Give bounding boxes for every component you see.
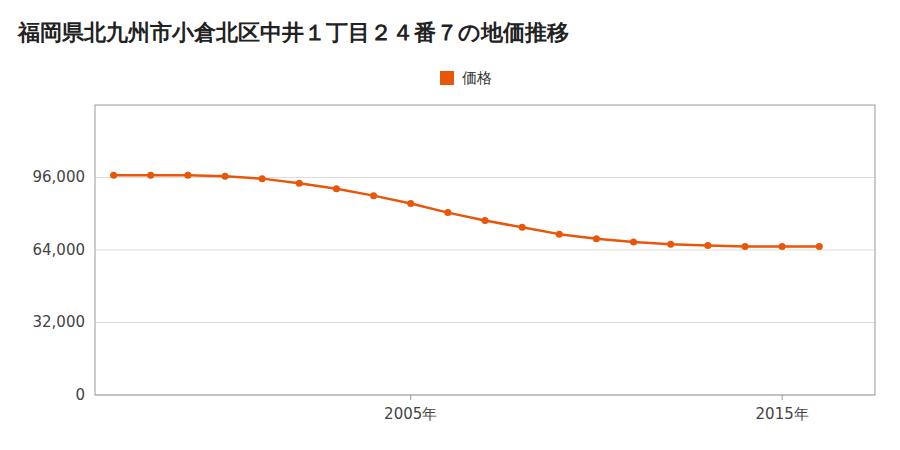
point: [482, 217, 489, 224]
point: [259, 175, 266, 182]
point: [519, 224, 526, 231]
y-tick-label: 96,000: [33, 168, 86, 186]
point: [630, 239, 637, 246]
legend-swatch: [440, 71, 454, 85]
point: [704, 242, 711, 249]
grid-line: [95, 322, 875, 323]
chart: 福岡県北九州市小倉北区中井１丁目２４番７の地価推移 0 32,000 64,000 96…: [0, 0, 900, 450]
x-tick: [410, 395, 411, 400]
point: [444, 209, 451, 216]
legend-label: 価格: [462, 69, 492, 87]
point: [593, 235, 600, 242]
x-tick-label: 2015年: [756, 405, 809, 423]
plot-frame: [95, 105, 875, 395]
y-tick-label: 32,000: [33, 313, 86, 331]
point: [370, 192, 377, 199]
point: [556, 231, 563, 238]
grid-line: [95, 250, 875, 251]
point: [742, 243, 749, 250]
point: [184, 172, 191, 179]
point: [222, 173, 229, 180]
point: [407, 200, 414, 207]
y-tick-label: 0: [75, 386, 85, 404]
legend: 価格: [440, 69, 492, 87]
point: [816, 243, 823, 250]
x-tick: [782, 395, 783, 400]
point: [779, 243, 786, 250]
x-tick-label: 2005年: [384, 405, 437, 423]
plot-area: [110, 172, 823, 250]
title: 福岡県北九州市小倉北区中井１丁目２４番７の地価推移: [17, 20, 569, 45]
y-tick-label: 64,000: [33, 241, 86, 259]
point: [147, 172, 154, 179]
point: [333, 185, 340, 192]
point: [667, 241, 674, 248]
line: [114, 175, 820, 246]
point: [296, 180, 303, 187]
point: [110, 172, 117, 179]
